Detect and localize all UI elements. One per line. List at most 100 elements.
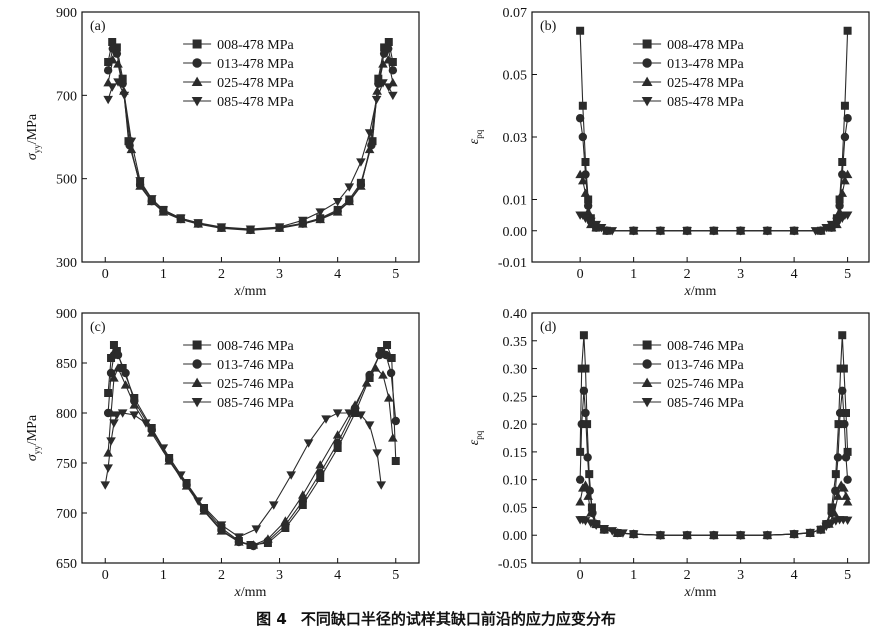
data-point: [158, 206, 169, 215]
legend-entry: 013-478 MPa: [667, 57, 744, 72]
series-line-2: [107, 366, 394, 546]
data-point: [109, 341, 118, 349]
data-point: [843, 114, 852, 123]
figure-caption-text: 不同缺口半径的试样其缺口前沿的应力应变分布: [300, 610, 616, 628]
data-point: [107, 55, 118, 64]
y-tick-label: 700: [56, 89, 77, 104]
y-axis-label: εpq: [467, 129, 484, 144]
data-point: [199, 506, 209, 515]
data-point: [583, 201, 593, 210]
data-point: [107, 83, 118, 92]
x-tick-label: 3: [737, 267, 744, 282]
data-point: [126, 137, 137, 146]
data-point: [841, 409, 850, 417]
x-tick-label: 2: [684, 568, 691, 583]
data-point: [372, 449, 382, 458]
data-point: [364, 129, 375, 138]
legend-marker: [641, 397, 653, 408]
legend-marker: [191, 76, 203, 87]
data-point: [843, 447, 852, 456]
data-point: [333, 438, 342, 448]
data-point: [586, 508, 596, 517]
data-point: [113, 363, 123, 372]
data-point: [709, 531, 719, 541]
data-point: [315, 208, 326, 217]
data-point: [596, 224, 607, 233]
data-point: [316, 468, 325, 478]
data-point: [351, 409, 360, 417]
data-point: [388, 433, 398, 442]
data-point: [216, 223, 227, 232]
data-point: [843, 475, 852, 484]
y-tick-label: 900: [56, 6, 77, 21]
data-point: [805, 528, 815, 538]
legend-marker: [192, 340, 202, 350]
data-point: [332, 197, 343, 207]
data-point: [628, 530, 639, 539]
series-group: [575, 331, 853, 541]
data-point: [575, 475, 585, 484]
data-point: [580, 188, 591, 197]
data-point: [383, 393, 394, 402]
data-point: [216, 521, 227, 530]
data-point: [371, 95, 382, 105]
data-point: [321, 415, 331, 424]
data-point: [100, 481, 111, 490]
data-point: [839, 364, 848, 373]
data-point: [297, 216, 308, 226]
data-point: [141, 419, 151, 428]
x-tick-label: 3: [276, 267, 283, 282]
plot-frame: [81, 312, 420, 564]
data-point: [316, 474, 325, 482]
legend-entry: 025-478 MPa: [217, 76, 294, 91]
data-point: [378, 79, 388, 88]
data-point: [234, 533, 244, 542]
legend-entry: 008-746 MPa: [217, 339, 294, 354]
data-point: [655, 227, 666, 236]
x-tick-label: 2: [684, 267, 691, 282]
x-axis-var: x: [684, 585, 692, 600]
data-point: [375, 350, 384, 360]
data-point: [129, 400, 140, 409]
data-point: [682, 227, 692, 236]
data-point: [280, 516, 291, 525]
data-point: [586, 519, 596, 528]
data-point: [356, 181, 366, 190]
data-point: [840, 419, 849, 429]
chart-canvas: 0 1 2 3 4 5300500700900x/mmσyy/MPa(a)008-478 …: [25, 6, 870, 600]
legend-marker: [191, 377, 203, 388]
data-point: [682, 531, 692, 541]
data-point: [374, 74, 383, 83]
x-tick-label: 5: [392, 267, 399, 282]
x-axis-unit: /mm: [691, 284, 717, 299]
data-point: [838, 386, 847, 395]
data-point: [376, 481, 387, 490]
y-tick-label: 0.03: [503, 131, 528, 146]
x-tick-label: 4: [791, 267, 798, 282]
data-point: [118, 74, 127, 83]
legend-marker: [642, 58, 652, 68]
data-point: [120, 380, 131, 389]
x-axis-label: x/mm: [684, 585, 717, 600]
data-point: [365, 370, 374, 380]
data-point: [124, 137, 133, 146]
data-point: [146, 195, 157, 204]
data-point: [831, 470, 840, 479]
data-point: [364, 144, 375, 154]
data-point: [383, 341, 392, 349]
data-point: [315, 214, 326, 224]
data-point: [829, 508, 840, 517]
legend-marker: [192, 39, 202, 49]
data-point: [332, 430, 343, 439]
data-point: [842, 169, 853, 179]
x-tick-label: 4: [334, 568, 341, 583]
data-point: [709, 227, 719, 236]
data-point: [383, 83, 394, 92]
y-tick-label: 800: [56, 407, 77, 422]
data-point: [370, 363, 381, 372]
data-point: [842, 497, 853, 506]
data-point: [581, 408, 590, 418]
data-point: [109, 373, 119, 382]
series-line-1: [579, 118, 849, 232]
data-point: [583, 491, 593, 500]
